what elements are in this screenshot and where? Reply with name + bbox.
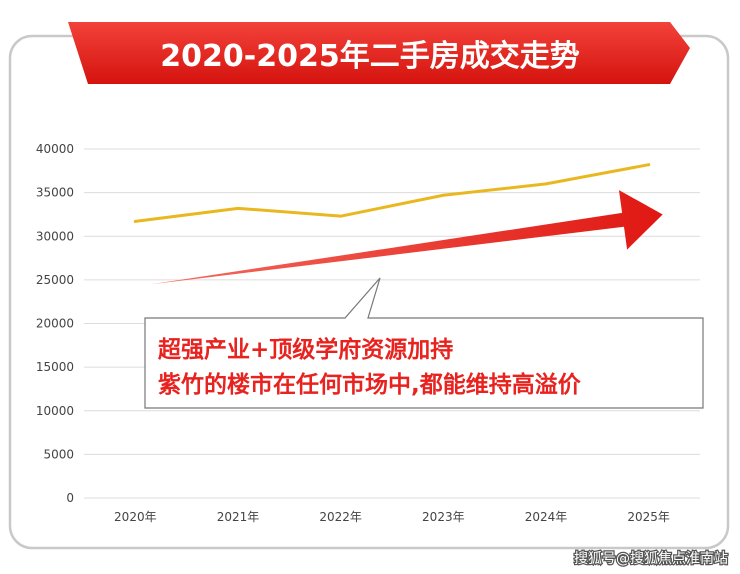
x-tick-label: 2020年 <box>114 510 157 524</box>
data-point <box>647 163 651 167</box>
y-tick-label: 25000 <box>36 273 74 287</box>
y-tick-label: 40000 <box>36 142 74 156</box>
x-tick-label: 2022年 <box>319 510 362 524</box>
chart-title: 2020-2025年二手房成交走势 <box>160 39 579 74</box>
callout: 超强产业+顶级学府资源加持 紫竹的楼市在任何市场中,都能维持高溢价 <box>144 277 704 409</box>
x-tick-label: 2025年 <box>627 510 670 524</box>
y-tick-label: 5000 <box>43 447 74 461</box>
title-banner: 2020-2025年二手房成交走势 <box>68 22 690 84</box>
x-tick-label: 2023年 <box>422 510 465 524</box>
callout-box <box>144 277 704 409</box>
y-tick-label: 0 <box>66 491 74 505</box>
callout-line-2: 紫竹的楼市在任何市场中,都能维持高溢价 <box>158 371 582 398</box>
x-tick-label: 2021年 <box>217 510 260 524</box>
callout-line-1: 超强产业+顶级学府资源加持 <box>158 336 453 363</box>
series-line <box>133 163 651 223</box>
y-tick-label: 35000 <box>36 186 74 200</box>
y-tick-label: 30000 <box>36 229 74 243</box>
y-tick-label: 20000 <box>36 317 74 331</box>
data-point <box>544 182 548 186</box>
y-tick-label: 10000 <box>36 404 74 418</box>
y-axis-ticks: 0 5000 10000 15000 20000 25000 30000 35000 40000 <box>36 142 74 505</box>
y-tick-label: 15000 <box>36 360 74 374</box>
watermark: 搜狐号@搜狐焦点淮南站 <box>574 551 728 567</box>
data-point <box>339 214 343 218</box>
data-point <box>133 219 137 223</box>
x-tick-label: 2024年 <box>525 510 568 524</box>
series-layer <box>133 163 651 223</box>
title-banner-shape <box>68 22 690 84</box>
x-axis-ticks: 2020年 2021年 2022年 2023年 2024年 2025年 <box>114 510 670 524</box>
data-point <box>236 206 240 210</box>
data-point <box>441 193 445 197</box>
